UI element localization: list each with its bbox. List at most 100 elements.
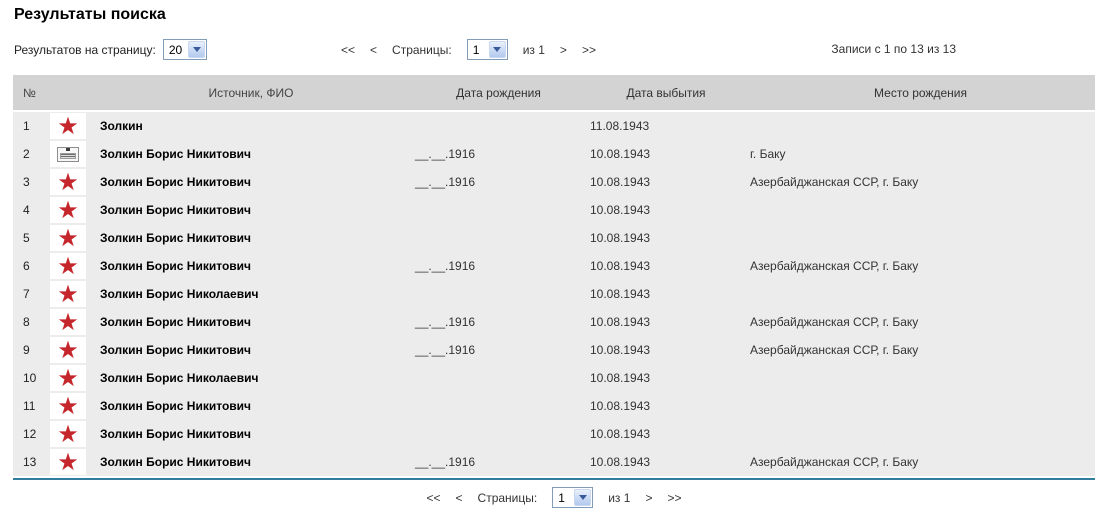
table-row[interactable]: 5 ★ Золкин Борис Никитович 10.08.1943: [13, 224, 1095, 252]
memorial-star-icon: ★: [57, 448, 79, 476]
memorial-star-icon: ★: [57, 420, 79, 448]
table-row[interactable]: 9 ★ Золкин Борис Никитович __.__.1916 10…: [13, 336, 1095, 364]
table-row[interactable]: 11 ★ Золкин Борис Никитович 10.08.1943: [13, 392, 1095, 420]
row-death-date: 10.08.1943: [590, 315, 651, 329]
row-source-name: Золкин Борис Никитович: [100, 399, 252, 413]
icon-box: ★: [50, 113, 86, 139]
row-birth-date: __.__.1916: [415, 343, 476, 357]
table-row[interactable]: 13 ★ Золкин Борис Никитович __.__.1916 1…: [13, 448, 1095, 476]
row-death-date: 11.08.1943: [590, 119, 650, 133]
card-file-icon: [57, 146, 79, 162]
last-page-link[interactable]: >>: [667, 490, 682, 505]
row-birth-place: Азербайджанская ССР, г. Баку: [750, 455, 919, 469]
results-per-page-select[interactable]: 20: [162, 39, 208, 60]
icon-box: [50, 141, 86, 167]
next-page-link[interactable]: >: [559, 42, 567, 57]
row-birth-date: __.__.1916: [415, 259, 476, 273]
row-birth-place: Азербайджанская ССР, г. Баку: [750, 175, 919, 189]
row-source-name: Золкин Борис Никитович: [100, 203, 252, 217]
per-page-label: Результатов на страницу:: [14, 42, 156, 57]
row-birth-date: __.__.1916: [415, 147, 476, 161]
icon-box: ★: [50, 309, 86, 335]
row-death-date: 10.08.1943: [590, 203, 651, 217]
chevron-down-icon[interactable]: [488, 41, 506, 58]
row-birth-place: Азербайджанская ССР, г. Баку: [750, 343, 919, 357]
row-death-date: 10.08.1943: [590, 343, 651, 357]
icon-box: ★: [50, 337, 86, 363]
icon-box: ★: [50, 393, 86, 419]
records-count-info: Записи с 1 по 13 из 13: [831, 42, 956, 56]
chevron-down-icon[interactable]: [574, 489, 592, 506]
table-row[interactable]: 10 ★ Золкин Борис Николаевич 10.08.1943: [13, 364, 1095, 392]
pagination-top: << < Страницы: 1 из 1 > >>: [341, 39, 596, 60]
row-number: 12: [23, 427, 37, 441]
prev-page-link[interactable]: <: [370, 42, 378, 57]
row-source-name: Золкин: [100, 119, 143, 133]
memorial-star-icon: ★: [57, 308, 79, 336]
column-header-birth-place: Место рождения: [874, 85, 967, 100]
pages-label: Страницы:: [477, 490, 538, 505]
column-header-birth-date: Дата рождения: [456, 85, 541, 100]
pages-label: Страницы:: [392, 42, 452, 57]
row-birth-place: г. Баку: [750, 147, 786, 161]
column-header-source-name: Источник, ФИО: [208, 85, 294, 100]
table-header-row: № Источник, ФИО Дата рождения Дата выбыт…: [13, 75, 1095, 112]
row-death-date: 10.08.1943: [590, 399, 651, 413]
table-row[interactable]: 8 ★ Золкин Борис Никитович __.__.1916 10…: [13, 308, 1095, 336]
column-header-number: №: [23, 85, 36, 100]
row-death-date: 10.08.1943: [590, 147, 651, 161]
last-page-link[interactable]: >>: [581, 42, 596, 57]
page-select[interactable]: 1: [552, 487, 594, 508]
table-row[interactable]: 2 Золкин Борис Никитович __.__.1916 10.0…: [13, 140, 1095, 168]
row-source-name: Золкин Борис Никитович: [100, 147, 252, 161]
row-icon-cell: ★: [45, 225, 91, 251]
row-death-date: 10.08.1943: [590, 455, 651, 469]
row-death-date: 10.08.1943: [590, 287, 651, 301]
controls-bar: Результатов на страницу: 20 << < Страниц…: [0, 39, 1108, 61]
first-page-link[interactable]: <<: [426, 490, 441, 505]
row-source-name: Золкин Борис Никитович: [100, 231, 252, 245]
icon-box: ★: [50, 449, 86, 475]
row-number: 2: [23, 147, 30, 161]
memorial-star-icon: ★: [57, 392, 79, 420]
table-row[interactable]: 4 ★ Золкин Борис Никитович 10.08.1943: [13, 196, 1095, 224]
table-body: 1 ★ Золкин 11.08.1943 2 Золкин Борис Ник…: [13, 112, 1095, 476]
row-death-date: 10.08.1943: [590, 175, 651, 189]
row-number: 13: [23, 455, 37, 469]
row-birth-date: __.__.1916: [415, 315, 476, 329]
memorial-star-icon: ★: [57, 364, 79, 392]
column-header-death-date: Дата выбытия: [626, 85, 706, 100]
row-source-name: Золкин Борис Николаевич: [100, 287, 259, 301]
memorial-star-icon: ★: [57, 112, 79, 140]
table-row[interactable]: 12 ★ Золкин Борис Никитович 10.08.1943: [13, 420, 1095, 448]
prev-page-link[interactable]: <: [455, 490, 463, 505]
row-icon-cell: ★: [45, 449, 91, 475]
icon-box: ★: [50, 197, 86, 223]
row-icon-cell: ★: [45, 421, 91, 447]
row-icon-cell: ★: [45, 169, 91, 195]
icon-box: ★: [50, 281, 86, 307]
page-select[interactable]: 1: [466, 39, 508, 60]
row-birth-date: __.__.1916: [415, 455, 476, 469]
row-icon-cell: [45, 141, 91, 167]
row-icon-cell: ★: [45, 281, 91, 307]
row-number: 6: [23, 259, 30, 273]
table-row[interactable]: 3 ★ Золкин Борис Никитович __.__.1916 10…: [13, 168, 1095, 196]
row-icon-cell: ★: [45, 337, 91, 363]
table-row[interactable]: 7 ★ Золкин Борис Николаевич 10.08.1943: [13, 280, 1095, 308]
row-number: 8: [23, 315, 30, 329]
row-source-name: Золкин Борис Никитович: [100, 427, 252, 441]
row-number: 10: [23, 371, 37, 385]
row-number: 9: [23, 343, 30, 357]
memorial-star-icon: ★: [57, 196, 79, 224]
icon-box: ★: [50, 421, 86, 447]
row-icon-cell: ★: [45, 365, 91, 391]
table-row[interactable]: 1 ★ Золкин 11.08.1943: [13, 112, 1095, 140]
next-page-link[interactable]: >: [645, 490, 653, 505]
chevron-down-icon[interactable]: [188, 41, 206, 58]
row-number: 4: [23, 203, 30, 217]
first-page-link[interactable]: <<: [341, 42, 356, 57]
table-row[interactable]: 6 ★ Золкин Борис Никитович __.__.1916 10…: [13, 252, 1095, 280]
row-birth-place: Азербайджанская ССР, г. Баку: [750, 315, 919, 329]
row-death-date: 10.08.1943: [590, 259, 651, 273]
